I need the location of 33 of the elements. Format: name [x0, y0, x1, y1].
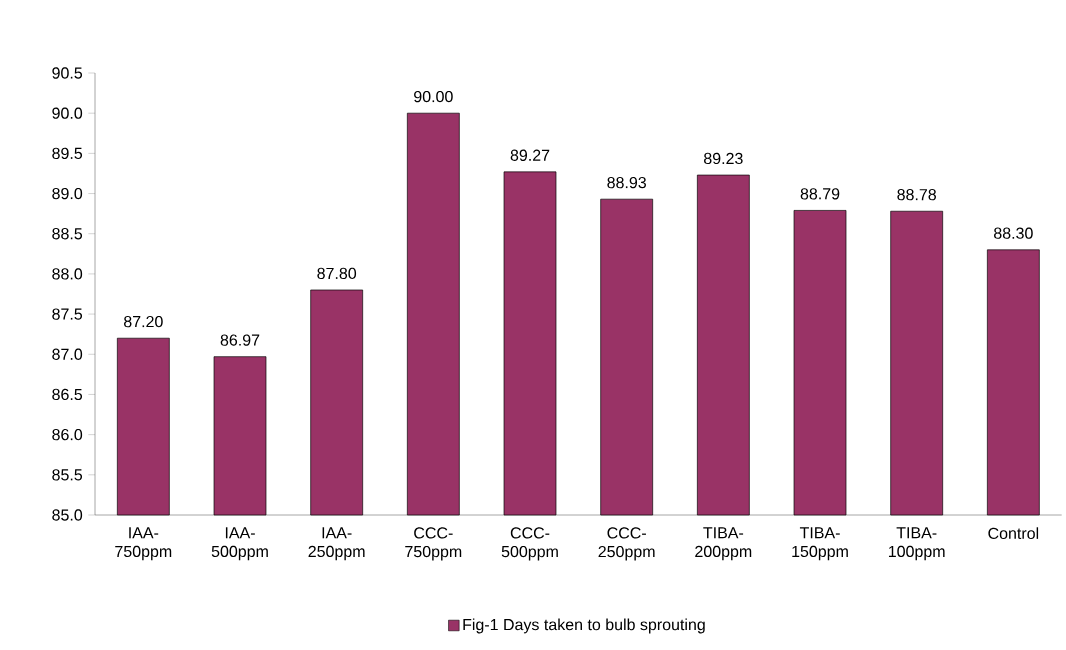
data-label: 88.79 — [800, 188, 840, 200]
x-tick-label: IAA-500ppm — [211, 527, 268, 561]
y-tick-label: 89.5 — [52, 147, 83, 160]
y-tick-label: 88.5 — [52, 228, 83, 240]
x-tick-label: CCC-250ppm — [598, 527, 655, 561]
x-tick-label: IAA-750ppm — [115, 527, 172, 561]
y-tick-label: 86.0 — [52, 428, 83, 441]
y-tick-label: 90.0 — [52, 107, 83, 119]
x-tick-label: TIBA-200ppm — [695, 527, 752, 561]
x-tick-label: TIBA-150ppm — [792, 527, 848, 561]
y-tick-label: 89.0 — [52, 187, 83, 200]
legend-label: Fig-1 Days taken to bulb sprouting — [463, 618, 705, 634]
data-label: 86.97 — [220, 334, 260, 346]
data-label: 88.30 — [994, 227, 1033, 239]
x-tick-label: IAA-250ppm — [308, 527, 365, 561]
y-tick-label: 85.5 — [52, 469, 83, 481]
data-label: 89.27 — [510, 149, 550, 161]
data-label: 89.23 — [704, 152, 743, 165]
data-label: 87.20 — [124, 315, 163, 328]
x-tick-label: CCC-500ppm — [501, 527, 558, 561]
y-tick-label: 87.0 — [52, 348, 83, 360]
y-tick-label: 86.5 — [52, 388, 83, 401]
data-label: 88.78 — [897, 188, 936, 201]
data-label: 90.00 — [414, 90, 453, 103]
data-label: 87.80 — [317, 267, 357, 280]
y-tick-label: 87.5 — [52, 308, 83, 320]
data-label: 88.93 — [607, 176, 646, 189]
y-tick-label: 85.0 — [52, 509, 83, 521]
x-tick-label: TIBA-100ppm — [888, 527, 945, 561]
y-tick-label: 90.5 — [52, 67, 83, 79]
x-tick-label: Control — [988, 527, 1039, 540]
x-tick-label: CCC-750ppm — [405, 527, 462, 561]
y-tick-label: 88.0 — [52, 268, 83, 280]
